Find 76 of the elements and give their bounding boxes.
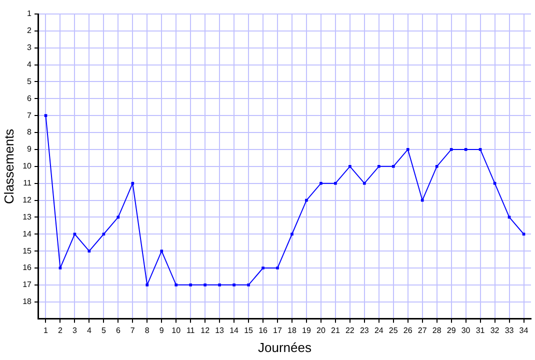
y-tick-label: 2 <box>27 26 32 36</box>
y-tick-label: 3 <box>27 43 32 52</box>
point <box>450 148 453 151</box>
x-tick-label: 25 <box>388 326 398 335</box>
x-tick-label: 3 <box>72 326 78 335</box>
x-tick-label: 32 <box>490 326 500 335</box>
x-tick-label: 12 <box>200 326 210 335</box>
x-tick-label: 1 <box>44 326 49 335</box>
x-tick-label: 27 <box>418 326 428 335</box>
point <box>363 182 366 185</box>
y-tick-label: 13 <box>22 212 32 222</box>
point <box>435 164 438 168</box>
y-tick-label: 11 <box>23 178 32 188</box>
x-tick-label: 33 <box>504 326 514 335</box>
x-tick-label: 23 <box>360 326 370 335</box>
y-tick-label: 14 <box>22 229 32 238</box>
y-tick-label: 7 <box>27 110 32 120</box>
point <box>478 148 482 151</box>
x-tick-label: 2 <box>58 326 63 335</box>
x-axis-title: Journées <box>258 340 312 355</box>
point <box>392 164 395 168</box>
y-tick-label: 10 <box>22 162 32 171</box>
y-tick-label: 12 <box>22 195 32 204</box>
x-tick-label: 22 <box>345 326 355 335</box>
y-axis-title: Classements <box>1 128 16 204</box>
point <box>305 198 308 202</box>
x-tick-label: 6 <box>116 326 121 335</box>
x-tick-label: 26 <box>403 326 413 335</box>
x-tick-label: 21 <box>330 326 340 335</box>
x-tick-label: 20 <box>316 326 326 335</box>
x-tick-label: 15 <box>244 326 254 335</box>
x-tick-label: 7 <box>130 326 136 335</box>
y-tick-label: 5 <box>27 76 32 86</box>
x-tick-label: 24 <box>374 326 384 335</box>
y-tick-label: 16 <box>22 263 32 272</box>
point <box>102 232 106 236</box>
x-tick-label: 34 <box>519 326 529 335</box>
y-tick-label: 15 <box>22 246 32 256</box>
y-tick-label: 9 <box>27 144 32 154</box>
point <box>160 250 164 252</box>
point <box>290 232 294 236</box>
x-tick-label: 5 <box>101 326 106 335</box>
y-tick-label: 6 <box>27 94 32 103</box>
x-tick-label: 17 <box>273 326 283 335</box>
point <box>58 266 62 270</box>
x-tick-label: 8 <box>144 326 150 335</box>
point <box>320 182 322 185</box>
x-tick-label: 29 <box>446 326 456 335</box>
point <box>334 182 337 185</box>
point <box>88 250 91 252</box>
x-tick-label: 16 <box>258 326 268 335</box>
y-tick-label: 18 <box>22 297 32 306</box>
y-tick-label: 17 <box>22 280 32 290</box>
x-tick-label: 18 <box>288 326 297 335</box>
x-tick-label: 28 <box>432 326 442 335</box>
x-tick-label: 19 <box>302 326 312 335</box>
x-tick-label: 11 <box>186 326 196 335</box>
y-tick-label: 1 <box>27 9 32 18</box>
point <box>522 232 526 236</box>
point <box>73 232 76 236</box>
x-tick-label: 9 <box>159 326 164 335</box>
x-tick-label: 4 <box>86 326 92 335</box>
point <box>44 114 48 118</box>
x-tick-label: 31 <box>476 326 486 335</box>
y-tick-label: 8 <box>27 128 32 137</box>
x-tick-label: 10 <box>172 326 182 335</box>
point <box>420 198 424 202</box>
y-tick-label: 4 <box>27 60 32 70</box>
point <box>406 148 410 151</box>
x-tick-label: 13 <box>215 326 225 335</box>
point <box>174 284 178 286</box>
x-tick-label: 30 <box>461 326 471 335</box>
x-tick-label: 14 <box>230 326 240 335</box>
point <box>464 148 468 151</box>
point <box>131 182 134 185</box>
point <box>146 284 149 286</box>
